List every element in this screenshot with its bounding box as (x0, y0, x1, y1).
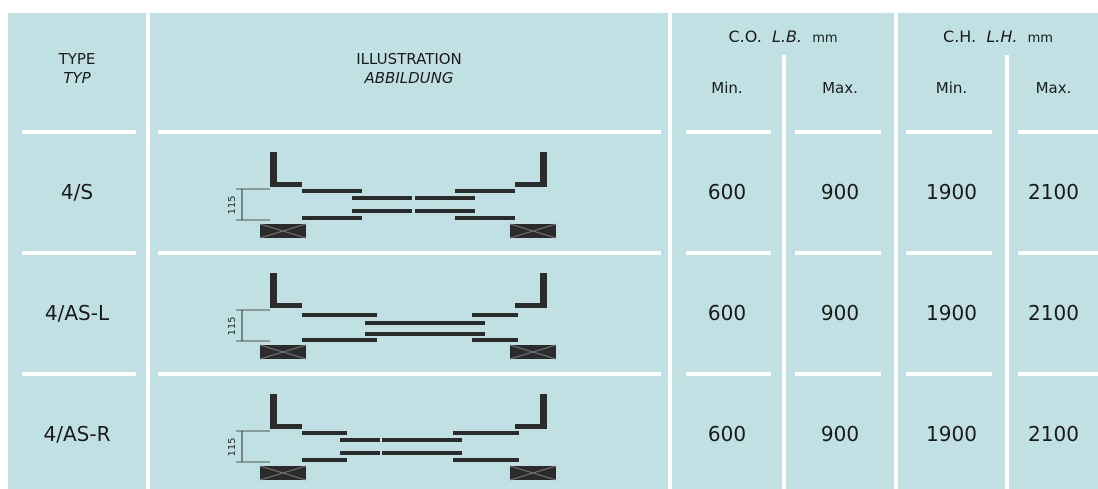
type-cell: 4/AS-L (44, 301, 110, 325)
co-unit: mm (812, 31, 838, 46)
row-divider (1018, 130, 1098, 134)
co-alt: L.B. (771, 27, 803, 46)
dimension-label: 115 (227, 195, 238, 214)
type-cell: 4/S (60, 180, 94, 204)
door-illustration: 115 (227, 273, 557, 360)
ch-max-cell: 2100 (1028, 422, 1079, 446)
row-divider (158, 251, 661, 255)
co-abbr: C.O. (728, 27, 762, 46)
type-cell: 4/AS-R (43, 422, 111, 446)
row-divider (906, 251, 992, 255)
ch-unit: mm (1027, 31, 1053, 46)
door-illustration: 115 (227, 394, 557, 481)
row-divider (906, 130, 992, 134)
row-divider (22, 251, 136, 255)
ch-abbr: C.H. (943, 27, 977, 46)
co-max-cell: 900 (820, 422, 860, 446)
illustration-header: ILLUSTRATION (356, 50, 462, 68)
row-divider (686, 251, 771, 255)
ch-group-header: C.H. L.H. mm (898, 27, 1098, 46)
row-divider (1018, 372, 1098, 376)
co-max-cell: 900 (820, 301, 860, 325)
ch-min-cell: 1900 (926, 180, 977, 204)
ch-min-cell: 1900 (926, 422, 977, 446)
row-divider (795, 251, 881, 255)
illustration-header-de: ABBILDUNG (364, 69, 454, 87)
co-min-cell: 600 (707, 301, 747, 325)
co-max-header: Max. (822, 79, 858, 97)
ch-min-max-separator (1005, 55, 1009, 489)
co-max-cell: 900 (820, 180, 860, 204)
row-divider (22, 130, 136, 134)
row-divider (158, 372, 661, 376)
co-min-header: Min. (711, 79, 743, 97)
row-divider (158, 130, 661, 134)
row-divider (795, 372, 881, 376)
ch-max-header: Max. (1035, 79, 1072, 97)
ch-max-cell: 2100 (1028, 301, 1079, 325)
ch-max-cell: 2100 (1028, 180, 1079, 204)
co-min-cell: 600 (707, 422, 747, 446)
ch-min-header: Min. (935, 79, 968, 97)
row-divider (1018, 251, 1098, 255)
row-divider (686, 130, 771, 134)
co-min-cell: 600 (707, 180, 747, 204)
co-group-header: C.O. L.B. mm (672, 27, 894, 46)
row-divider (795, 130, 881, 134)
type-header-de: TYP (63, 69, 91, 87)
co-min-max-separator (782, 55, 786, 489)
dimension-label: 115 (227, 316, 238, 335)
dimension-label: 115 (227, 437, 238, 456)
ch-min-cell: 1900 (926, 301, 977, 325)
type-header: TYPE (58, 50, 96, 68)
row-divider (686, 372, 771, 376)
ch-alt: L.H. (986, 27, 1018, 46)
row-divider (906, 372, 992, 376)
door-illustration: 115 (227, 152, 557, 239)
row-divider (22, 372, 136, 376)
